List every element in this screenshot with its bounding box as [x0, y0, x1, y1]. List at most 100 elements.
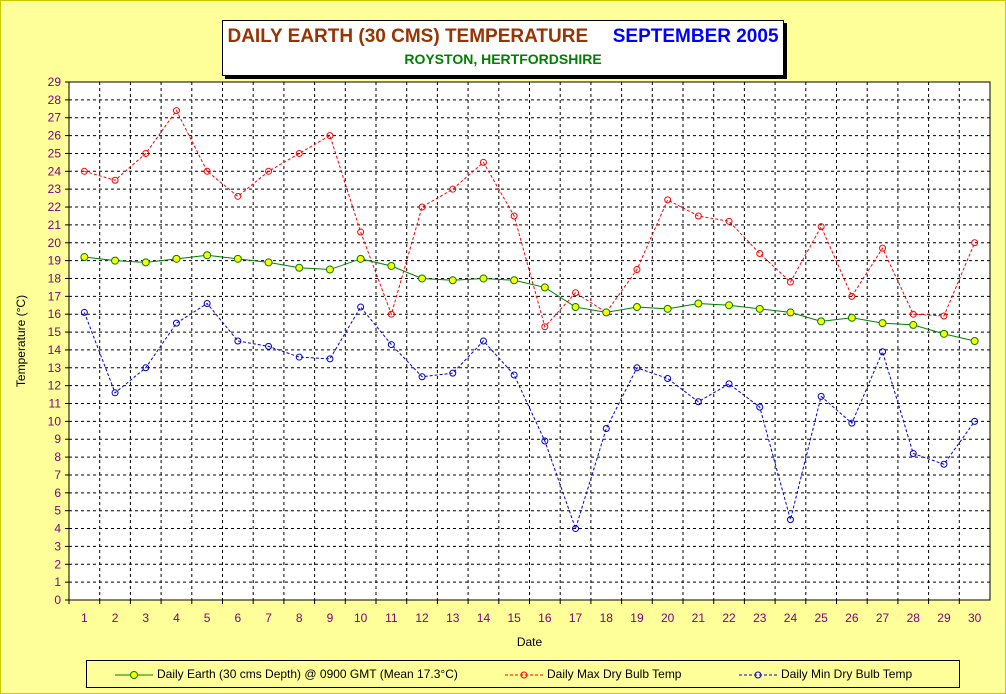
x-tick-label: 26 [845, 611, 859, 625]
x-tick-label: 16 [538, 611, 552, 625]
series-point-min [694, 398, 702, 406]
x-tick-label: 7 [265, 611, 272, 625]
series-point-earth [387, 261, 396, 270]
series-point-max [541, 323, 549, 331]
series-point-max [265, 167, 273, 175]
x-tick-label: 20 [661, 611, 675, 625]
series-point-max [786, 278, 794, 286]
y-tick-label: 14 [48, 343, 62, 357]
series-point-max [817, 223, 825, 231]
y-tick-label: 13 [48, 361, 62, 375]
x-tick-label: 19 [630, 611, 644, 625]
y-tick-label: 9 [54, 432, 61, 446]
series-point-max [80, 167, 88, 175]
series-point-min [848, 419, 856, 427]
legend-item-earth: Daily Earth (30 cms Depth) @ 0900 GMT (M… [115, 661, 458, 687]
x-tick-label: 25 [814, 611, 828, 625]
legend-item-max: Daily Max Dry Bulb Temp [505, 661, 681, 687]
x-tick-label: 2 [112, 611, 119, 625]
series-point-max [387, 310, 395, 318]
legend-swatch-max [505, 671, 543, 679]
series-point-max [909, 310, 917, 318]
x-tick-label: 22 [722, 611, 736, 625]
series-point-earth [970, 337, 979, 345]
chart-plot: 0123456789101112131415161718192021222324… [14, 75, 991, 649]
x-tick-label: 24 [784, 611, 798, 625]
series-point-earth [141, 258, 150, 267]
chart-legend: Daily Earth (30 cms Depth) @ 0900 GMT (M… [86, 660, 960, 688]
series-point-min [725, 380, 733, 388]
series-point-earth [817, 317, 826, 326]
series-point-min [572, 525, 580, 533]
y-tick-label: 7 [54, 468, 61, 482]
series-point-min [111, 389, 119, 397]
series-point-min [295, 353, 303, 361]
legend-item-min: Daily Min Dry Bulb Temp [739, 661, 912, 687]
series-point-max [510, 212, 518, 220]
y-tick-label: 23 [48, 182, 62, 196]
series-point-max [357, 228, 365, 236]
y-tick-label: 29 [48, 75, 62, 89]
series-point-earth [878, 319, 887, 328]
series-point-max [572, 289, 580, 297]
series-point-earth [203, 251, 212, 260]
x-tick-label: 9 [327, 611, 334, 625]
x-tick-label: 21 [692, 611, 706, 625]
series-point-earth [172, 254, 181, 263]
series-line-max [84, 109, 976, 328]
y-tick-label: 26 [48, 129, 62, 143]
y-tick-label: 28 [48, 93, 62, 107]
x-tick-label: 5 [204, 611, 211, 625]
legend-label-max: Daily Max Dry Bulb Temp [547, 667, 682, 681]
y-axis-label: Temperature (°C) [14, 295, 28, 387]
series-point-min [602, 425, 610, 433]
x-tick-label: 18 [600, 611, 614, 625]
series-point-min [664, 375, 672, 383]
series-point-earth [510, 276, 519, 285]
series-point-min [326, 355, 334, 363]
series-point-earth [448, 276, 457, 285]
series-point-earth [939, 329, 948, 338]
y-tick-label: 1 [54, 575, 61, 589]
series-point-max [142, 149, 150, 157]
y-tick-label: 16 [48, 307, 62, 321]
series-point-min [80, 308, 88, 316]
chart-title-box: DAILY EARTH (30 CMS) TEMPERATURE SEPTEMB… [222, 20, 784, 76]
y-tick-label: 20 [48, 236, 62, 250]
series-point-earth [694, 299, 703, 308]
y-tick-label: 25 [48, 146, 62, 160]
y-tick-label: 3 [54, 539, 61, 553]
series-point-earth [755, 304, 764, 313]
chart-title: DAILY EARTH (30 CMS) TEMPERATURE SEPTEMB… [223, 26, 783, 48]
x-tick-label: 15 [507, 611, 521, 625]
y-tick-label: 4 [54, 522, 61, 536]
y-tick-label: 21 [48, 218, 62, 232]
series-point-earth [725, 301, 734, 310]
series-point-max [633, 266, 641, 274]
y-tick-label: 0 [54, 593, 61, 607]
series-point-min [357, 303, 365, 311]
series-line-min [83, 302, 976, 531]
y-tick-label: 8 [54, 450, 61, 464]
legend-swatch-min [739, 671, 777, 679]
series-point-earth [540, 283, 549, 292]
series-point-earth [80, 253, 89, 262]
series-point-earth [418, 274, 427, 283]
series-point-min [633, 364, 641, 372]
series-point-max [971, 239, 979, 247]
series-point-earth [479, 274, 488, 283]
series-point-max [295, 149, 303, 157]
series-point-max [326, 132, 334, 140]
chart-subtitle: ROYSTON, HERTFORDSHIRE [404, 51, 602, 67]
x-tick-label: 17 [569, 611, 583, 625]
series-point-earth [786, 308, 795, 317]
legend-label-min: Daily Min Dry Bulb Temp [781, 667, 913, 681]
series-point-min [971, 417, 979, 425]
x-tick-label: 12 [415, 611, 429, 625]
series-point-earth [295, 263, 304, 272]
x-tick-label: 27 [876, 611, 890, 625]
series-point-min [172, 319, 180, 327]
chart-title-main: DAILY EARTH (30 CMS) TEMPERATURE [227, 26, 589, 47]
x-tick-label: 30 [968, 611, 982, 625]
series-point-max [725, 217, 733, 225]
